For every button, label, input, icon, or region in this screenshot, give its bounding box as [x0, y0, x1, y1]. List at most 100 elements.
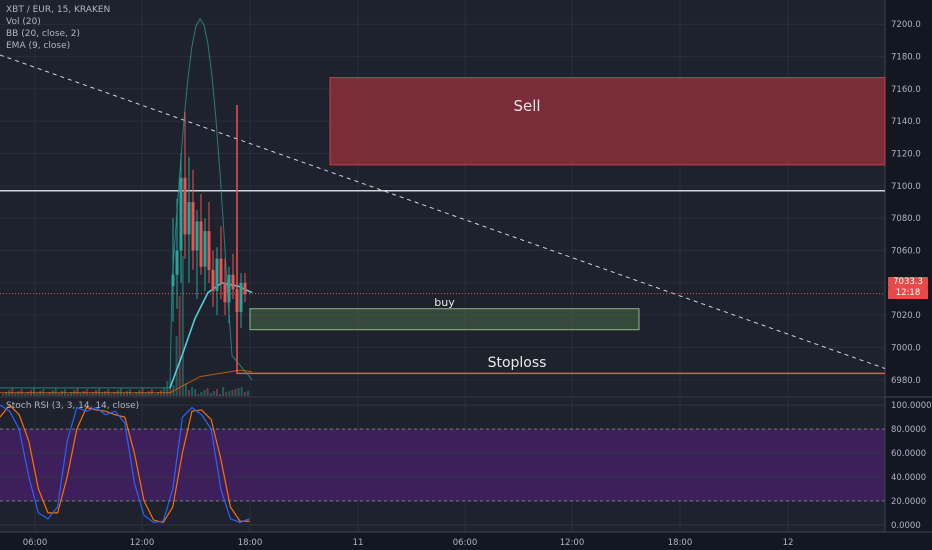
price-tick-label: 6980.0 [891, 376, 921, 386]
candle-body [219, 258, 223, 283]
price-tick-label: 7080.0 [891, 214, 921, 224]
volume-bar [2, 394, 4, 396]
price-tick-label: 7020.0 [891, 311, 921, 321]
stoploss-label: Stoploss [487, 355, 547, 371]
volume-bar [166, 381, 169, 396]
stoch-tick-label: 100.0000 [891, 401, 932, 411]
volume-bar [212, 391, 215, 396]
volume-bar [141, 388, 144, 396]
volume-bar [101, 393, 104, 396]
volume-bar [178, 296, 181, 396]
sell-zone [329, 77, 886, 166]
stoch-k-line [0, 404, 250, 524]
volume-bar [122, 393, 125, 396]
legend-volume[interactable]: Vol (20) [6, 17, 41, 27]
volume-bar [79, 393, 82, 396]
volume-bar [191, 387, 194, 396]
volume-bar [184, 383, 187, 396]
stoch-tick-label: 80.0000 [891, 425, 926, 435]
time-tick-label: 12:00 [560, 538, 585, 548]
legend-stoch-rsi[interactable]: Stoch RSI (3, 3, 14, 14, close) [6, 401, 140, 411]
candle-body [223, 282, 227, 303]
stoch-tick-label: 60.0000 [891, 449, 926, 459]
buy-zone-label: buy [434, 296, 455, 309]
volume-bar [88, 394, 91, 396]
volume-bar [54, 388, 57, 396]
price-tick-label: 7100.0 [891, 182, 921, 192]
volume-bar [39, 391, 42, 396]
candle-series [171, 105, 247, 364]
volume-bar [11, 388, 14, 396]
time-tick-label: 11 [353, 538, 364, 548]
time-tick-label: 06:00 [453, 538, 478, 548]
volume-bar [153, 394, 156, 396]
volume-bar [175, 336, 178, 396]
stoch-band [0, 429, 885, 501]
stoch-d-line [0, 404, 250, 524]
volume-bar [23, 394, 26, 396]
candle-body [179, 177, 183, 251]
candle-body [171, 274, 175, 287]
legend-symbol[interactable]: XBT / EUR, 15, KRAKEN [6, 5, 111, 15]
price-pane [0, 0, 885, 396]
last-price-badge: 7033.3 [888, 277, 928, 288]
candle-body [199, 221, 203, 267]
candle-body [215, 258, 219, 291]
volume-bar [163, 388, 166, 396]
volume-bar [228, 391, 231, 396]
legend-ema[interactable]: EMA (9, close) [6, 41, 71, 51]
volume-bar [113, 392, 116, 396]
volume-bar [237, 388, 240, 396]
volume-bar [60, 391, 63, 396]
candle-body [203, 231, 207, 267]
bar-countdown-badge: 12:18 [888, 288, 928, 299]
volume-bar [157, 392, 159, 396]
volume-bar [119, 388, 122, 396]
volume-bar [200, 392, 203, 396]
volume-bar [147, 391, 150, 396]
volume-bar [203, 390, 206, 396]
candle-body [207, 231, 211, 270]
stoch-tick-label: 0.0000 [891, 521, 921, 531]
volume-bar [243, 392, 246, 396]
price-tick-label: 7200.0 [891, 20, 921, 30]
candle-body [239, 282, 243, 312]
volume-bar [209, 393, 212, 396]
price-tick-label: 7140.0 [891, 117, 921, 127]
legend: XBT / EUR, 15, KRAKEN Vol (20) BB (20, c… [6, 4, 110, 52]
volume-bar [231, 390, 234, 396]
volume-bar [45, 394, 48, 396]
time-tick-label: 06:00 [23, 538, 48, 548]
volume-bar [48, 392, 51, 396]
volume-bar [110, 394, 113, 396]
volume-bar [206, 388, 209, 396]
volume-bar [98, 388, 101, 396]
stoch-tick-label: 20.0000 [891, 497, 926, 507]
volume-bar [132, 394, 135, 396]
price-tick-label: 7060.0 [891, 247, 921, 257]
candle-body [211, 269, 215, 291]
candle-body [183, 177, 187, 235]
volume-bar [67, 394, 70, 396]
volume-bar [26, 392, 29, 396]
price-tick-label: 7000.0 [891, 344, 921, 354]
volume-bar [82, 391, 85, 396]
volume-bar [91, 392, 94, 396]
volume-bar [222, 387, 225, 396]
volume-bar [219, 394, 221, 396]
time-tick-label: 18:00 [668, 538, 693, 548]
sell-zone-label: Sell [513, 97, 541, 115]
stoch-tick-label: 40.0000 [891, 473, 926, 483]
candle-body [191, 202, 195, 251]
volume-bar [215, 389, 218, 396]
candle-body [187, 202, 191, 235]
volume-bar [126, 391, 128, 396]
price-tick-label: 7120.0 [891, 150, 921, 160]
legend-bollinger-bands[interactable]: BB (20, close, 2) [6, 29, 81, 39]
candle-body [231, 274, 235, 290]
time-tick-label: 12:00 [130, 538, 155, 548]
volume-bar [144, 393, 147, 396]
volume-bar [188, 390, 190, 396]
